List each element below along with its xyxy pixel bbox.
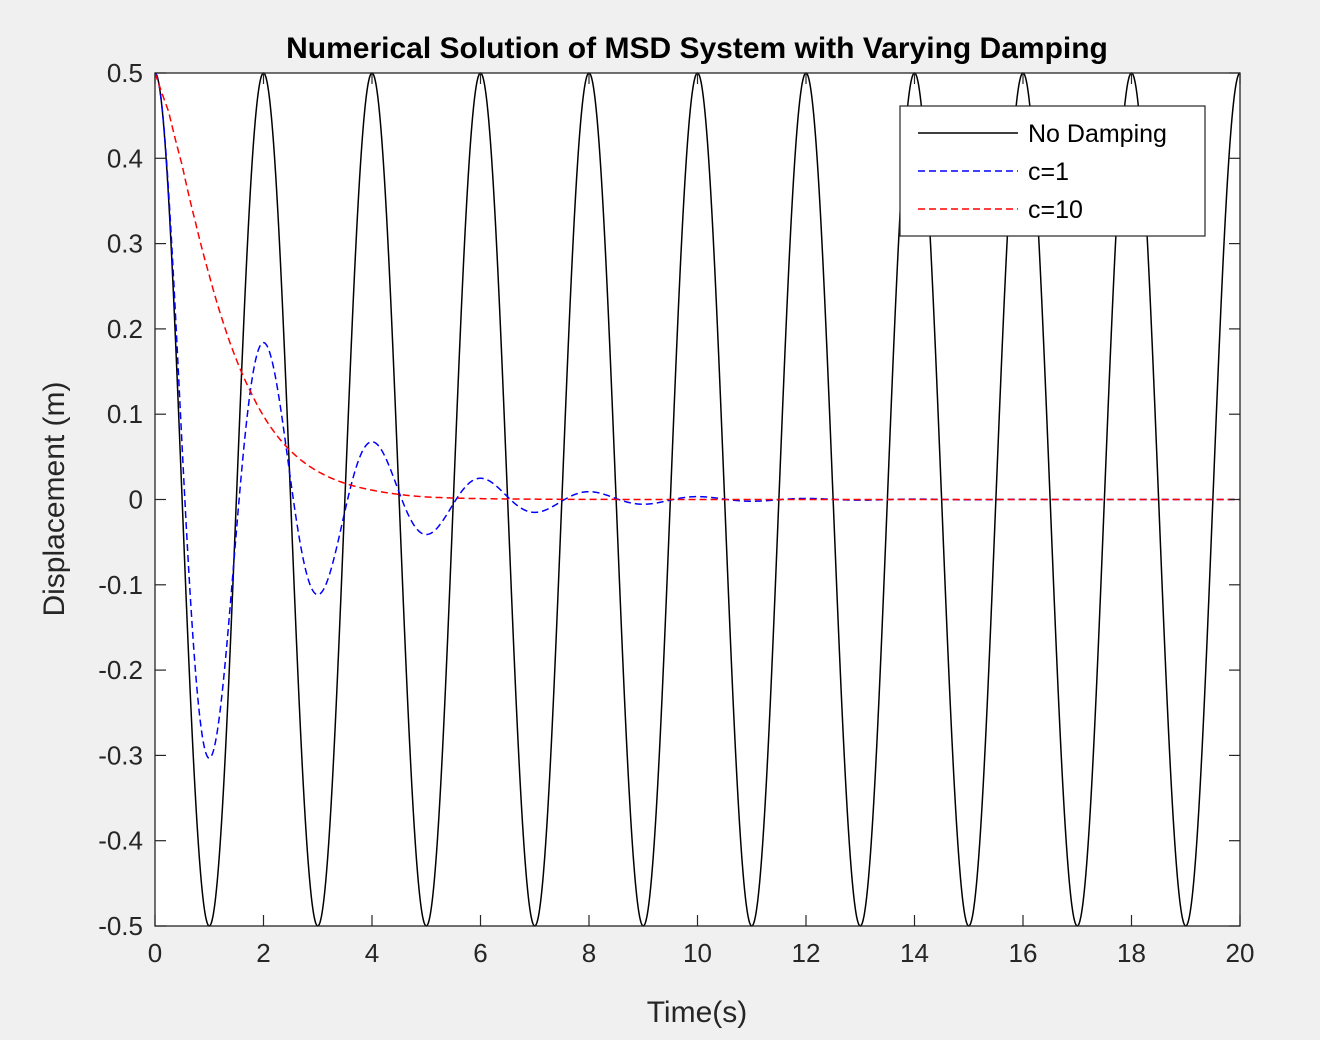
legend: No Damping c=1 c=10 [899,105,1206,237]
x-tick-label: 16 [1009,938,1038,968]
y-tick-label: -0.2 [98,655,143,685]
y-tick-label: -0.5 [98,911,143,941]
chart-title: Numerical Solution of MSD System with Va… [286,32,1108,65]
y-tick-label: 0.2 [107,314,143,344]
x-tick-label: 12 [792,938,821,968]
x-tick-label: 18 [1117,938,1146,968]
x-tick-label: 4 [365,938,379,968]
y-tick-label: -0.4 [98,826,143,856]
y-tick-label: 0.4 [107,143,143,173]
x-tick-label: 2 [256,938,270,968]
legend-label-2: c=1 [1028,158,1069,186]
x-tick-label: 8 [582,938,596,968]
series-line-2 [154,72,1240,759]
legend-label-3: c=10 [1028,196,1083,224]
x-axis-label: Time(s) [647,996,748,1029]
legend-label-1: No Damping [1028,120,1167,148]
y-axis-label: Displacement (m) [38,381,71,616]
y-tick-label: 0 [129,485,143,515]
tick-layer: 0 2 4 6 8 10 12 14 16 18 20 -0.5 -0.4 -0.3 -0.2 -0.1 0 0.… [98,58,1254,968]
y-tick-label: 0.1 [107,399,143,429]
y-tick-label: -0.1 [98,570,143,600]
x-tick-label: 10 [683,938,712,968]
x-tick-label: 0 [148,938,162,968]
y-tick-label: 0.5 [107,58,143,88]
y-tick-label: 0.3 [107,229,143,259]
legend-box [899,105,1206,237]
y-tick-label: -0.3 [98,740,143,770]
x-tick-label: 20 [1226,938,1255,968]
x-tick-label: 6 [473,938,487,968]
x-tick-label: 14 [900,938,929,968]
